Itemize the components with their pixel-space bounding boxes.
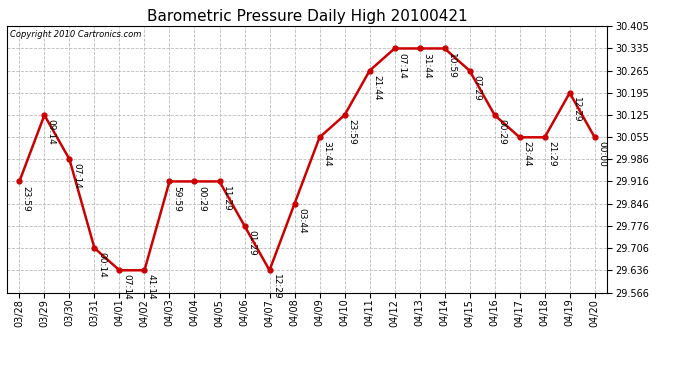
Text: 07:29: 07:29: [472, 75, 481, 100]
Text: 12:29: 12:29: [572, 97, 581, 123]
Text: 09:14: 09:14: [47, 119, 56, 145]
Text: 11:29: 11:29: [222, 186, 231, 211]
Text: 01:29: 01:29: [247, 230, 256, 256]
Text: 03:44: 03:44: [297, 208, 306, 233]
Text: 00:14: 00:14: [97, 252, 106, 278]
Text: 00:29: 00:29: [197, 186, 206, 211]
Text: 00:29: 00:29: [497, 119, 506, 145]
Text: 12:29: 12:29: [272, 274, 281, 300]
Text: 31:44: 31:44: [422, 53, 431, 78]
Text: Copyright 2010 Cartronics.com: Copyright 2010 Cartronics.com: [10, 30, 141, 39]
Text: 00:00: 00:00: [597, 141, 606, 167]
Text: 23:59: 23:59: [347, 119, 356, 145]
Text: 41:14: 41:14: [147, 274, 156, 300]
Title: Barometric Pressure Daily High 20100421: Barometric Pressure Daily High 20100421: [147, 9, 467, 24]
Text: 21:44: 21:44: [372, 75, 381, 100]
Text: 59:59: 59:59: [172, 186, 181, 211]
Text: 07:14: 07:14: [122, 274, 131, 300]
Text: 10:59: 10:59: [447, 53, 456, 78]
Text: 07:14: 07:14: [397, 53, 406, 78]
Text: 07:14: 07:14: [72, 164, 81, 189]
Text: 31:44: 31:44: [322, 141, 331, 167]
Text: 23:59: 23:59: [22, 186, 31, 211]
Text: 21:29: 21:29: [547, 141, 556, 167]
Text: 23:44: 23:44: [522, 141, 531, 167]
